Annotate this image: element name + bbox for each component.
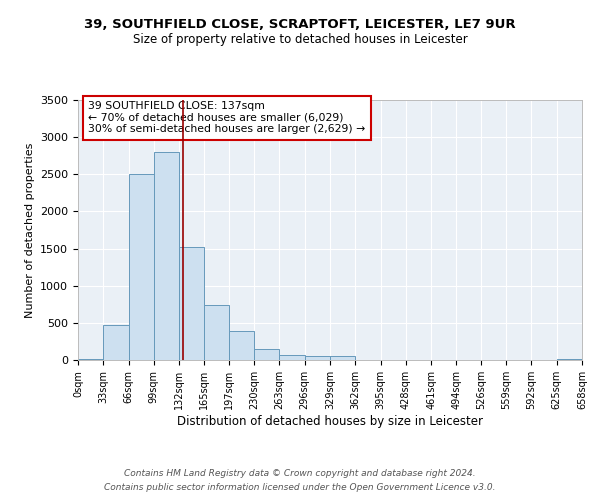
Bar: [280, 355, 305, 360]
Bar: [557, 359, 582, 360]
Bar: [128, 174, 154, 360]
Bar: [154, 152, 179, 360]
Bar: [305, 356, 330, 360]
X-axis label: Distribution of detached houses by size in Leicester: Distribution of detached houses by size …: [177, 414, 483, 428]
Text: Contains public sector information licensed under the Open Government Licence v3: Contains public sector information licen…: [104, 484, 496, 492]
Y-axis label: Number of detached properties: Number of detached properties: [25, 142, 35, 318]
Bar: [78, 358, 103, 360]
Bar: [179, 247, 205, 360]
Text: Contains HM Land Registry data © Crown copyright and database right 2024.: Contains HM Land Registry data © Crown c…: [124, 468, 476, 477]
Bar: [205, 305, 229, 360]
Text: Size of property relative to detached houses in Leicester: Size of property relative to detached ho…: [133, 32, 467, 46]
Bar: [103, 325, 128, 360]
Text: 39, SOUTHFIELD CLOSE, SCRAPTOFT, LEICESTER, LE7 9UR: 39, SOUTHFIELD CLOSE, SCRAPTOFT, LEICEST…: [84, 18, 516, 30]
Bar: [254, 349, 280, 360]
Text: 39 SOUTHFIELD CLOSE: 137sqm
← 70% of detached houses are smaller (6,029)
30% of : 39 SOUTHFIELD CLOSE: 137sqm ← 70% of det…: [88, 102, 365, 134]
Bar: [229, 331, 254, 360]
Bar: [330, 356, 355, 360]
